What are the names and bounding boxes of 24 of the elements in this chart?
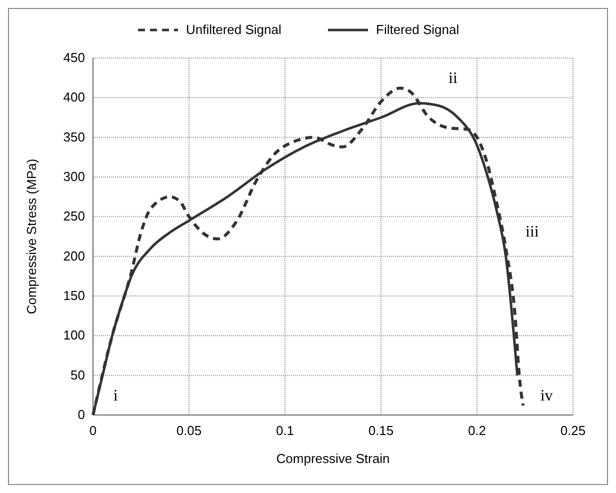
x-tick-label: 0.05 <box>176 423 202 438</box>
y-tick-label: 450 <box>63 50 85 65</box>
y-tick-label: 100 <box>63 328 85 343</box>
x-tick-label: 0.15 <box>368 423 394 438</box>
y-tick-label: 0 <box>78 407 85 422</box>
annotation: i <box>113 388 118 405</box>
legend-label: Filtered Signal <box>376 22 460 37</box>
y-tick-label: 50 <box>70 367 85 382</box>
annotation: iv <box>540 388 553 405</box>
x-tick-label: 0.1 <box>276 423 294 438</box>
annotation: ii <box>448 70 458 87</box>
y-tick-label: 200 <box>63 248 85 264</box>
x-axis-title: Compressive Strain <box>276 451 390 466</box>
x-tick-label: 0 <box>89 423 97 438</box>
annotation: iii <box>526 224 540 240</box>
x-tick-label: 0.2 <box>468 423 486 438</box>
y-tick-label: 300 <box>63 169 85 184</box>
y-tick-label: 150 <box>63 288 85 303</box>
y-tick-label: 350 <box>63 129 85 144</box>
y-axis-title: Compressive Stress (MPa) <box>24 158 39 314</box>
x-tick-label: 0.25 <box>560 423 586 438</box>
y-tick-label: 250 <box>63 208 85 224</box>
y-tick-label: 400 <box>63 90 85 105</box>
legend-label: Unfiltered Signal <box>186 22 282 37</box>
